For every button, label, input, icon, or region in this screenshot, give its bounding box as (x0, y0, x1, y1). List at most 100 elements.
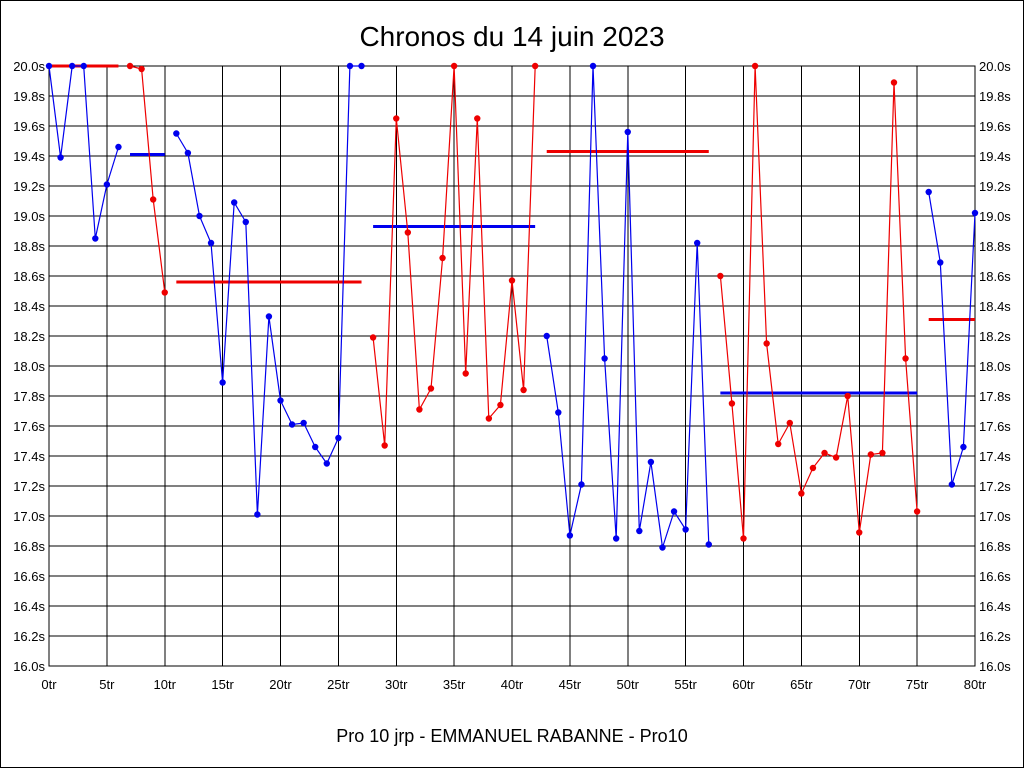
data-point (890, 79, 898, 86)
y-tick-label-right: 19.0s (979, 209, 1011, 224)
y-tick-label: 16.8s (13, 539, 45, 554)
data-point (161, 289, 168, 296)
data-point (103, 181, 111, 188)
y-tick-label-right: 16.0s (979, 659, 1011, 674)
y-tick-label-right: 19.6s (979, 119, 1011, 134)
chart-subtitle: Pro 10 jrp - EMMANUEL RABANNE - Pro10 (336, 726, 687, 746)
data-point (462, 370, 469, 377)
data-point (393, 115, 400, 122)
y-tick-label-right: 17.4s (979, 449, 1011, 464)
data-point (439, 254, 446, 262)
data-point (578, 481, 585, 488)
data-point (856, 529, 863, 536)
data-point (647, 458, 655, 466)
data-point (694, 239, 701, 247)
y-tick-label: 16.6s (13, 569, 45, 584)
data-point (277, 397, 284, 404)
data-point (971, 209, 979, 217)
x-tick-label: 15tr (211, 677, 234, 692)
y-tick-label: 19.8s (13, 89, 45, 104)
data-point (485, 415, 493, 422)
x-tick-label: 20tr (269, 677, 292, 692)
y-tick-label-right: 16.4s (979, 599, 1011, 614)
data-point (751, 62, 759, 70)
data-point (717, 272, 724, 280)
y-tick-label: 17.4s (13, 449, 45, 464)
data-point (138, 65, 145, 73)
data-point (786, 419, 793, 427)
data-point (126, 62, 134, 70)
y-tick-label-right: 19.8s (979, 89, 1011, 104)
data-point (404, 229, 412, 236)
y-tick-label-right: 16.2s (979, 629, 1011, 644)
data-point (80, 62, 87, 70)
data-point (184, 149, 192, 157)
y-tick-label-right: 17.8s (979, 389, 1011, 404)
data-point (92, 235, 99, 242)
data-point (531, 62, 539, 70)
data-point (740, 535, 747, 542)
series-line (48, 65, 120, 239)
chart-title: Chronos du 14 juin 2023 (359, 21, 664, 52)
data-point (775, 440, 782, 448)
data-point (254, 511, 261, 518)
x-tick-label: 35tr (443, 677, 466, 692)
y-tick-label: 16.0s (13, 659, 45, 674)
data-point (960, 443, 967, 451)
y-tick-label-right: 17.0s (979, 509, 1011, 524)
series-line (129, 65, 166, 293)
series-line (175, 65, 362, 515)
y-tick-label-right: 17.6s (979, 419, 1011, 434)
data-point (265, 313, 273, 320)
y-tick-label-right: 18.8s (979, 239, 1011, 254)
data-point (149, 196, 157, 203)
y-tick-label: 17.2s (13, 479, 45, 494)
data-point (879, 449, 886, 457)
data-point (323, 460, 330, 467)
y-tick-label: 19.2s (13, 179, 45, 194)
series-segment (717, 62, 921, 542)
y-tick-label: 20.0s (13, 59, 45, 74)
x-tick-label: 5tr (99, 677, 115, 692)
data-point (312, 443, 319, 451)
series-segment (45, 62, 122, 242)
y-tick-label-right: 18.0s (979, 359, 1011, 374)
data-point (45, 62, 53, 70)
data-point (798, 490, 805, 497)
x-tick-label: 10tr (154, 677, 177, 692)
y-tick-label: 16.2s (13, 629, 45, 644)
x-tick-label: 55tr (674, 677, 697, 692)
data-point (508, 277, 516, 284)
data-point (902, 355, 909, 362)
y-tick-label: 18.2s (13, 329, 45, 344)
series-segment (173, 62, 365, 518)
y-tick-label: 18.0s (13, 359, 45, 374)
x-tick-label: 75tr (906, 677, 929, 692)
series-group (45, 62, 979, 551)
data-point (369, 334, 377, 341)
data-point (68, 62, 76, 70)
y-tick-label: 18.8s (13, 239, 45, 254)
x-tick-label: 40tr (501, 677, 524, 692)
y-tick-label-right: 19.4s (979, 149, 1011, 164)
data-point (231, 199, 238, 206)
data-point (612, 535, 620, 542)
data-point (543, 332, 550, 340)
data-point (589, 62, 597, 70)
x-tick-label: 80tr (964, 677, 987, 692)
data-point (913, 508, 921, 515)
data-point (636, 527, 643, 535)
data-point (474, 115, 481, 122)
data-point (427, 385, 435, 392)
data-point (763, 340, 770, 347)
x-tick-label: 60tr (732, 677, 755, 692)
y-tick-label-right: 16.6s (979, 569, 1011, 584)
data-point (520, 386, 527, 394)
data-point (358, 62, 365, 70)
data-point (300, 419, 307, 427)
y-tick-label: 17.0s (13, 509, 45, 524)
y-tick-label: 19.6s (13, 119, 45, 134)
y-tick-label-right: 18.6s (979, 269, 1011, 284)
data-point (948, 481, 956, 488)
y-axis-right: 16.0s 16.2s 16.4s 16.6s 16.8s 17.0s 17.2s 17.4s… (979, 59, 1011, 674)
